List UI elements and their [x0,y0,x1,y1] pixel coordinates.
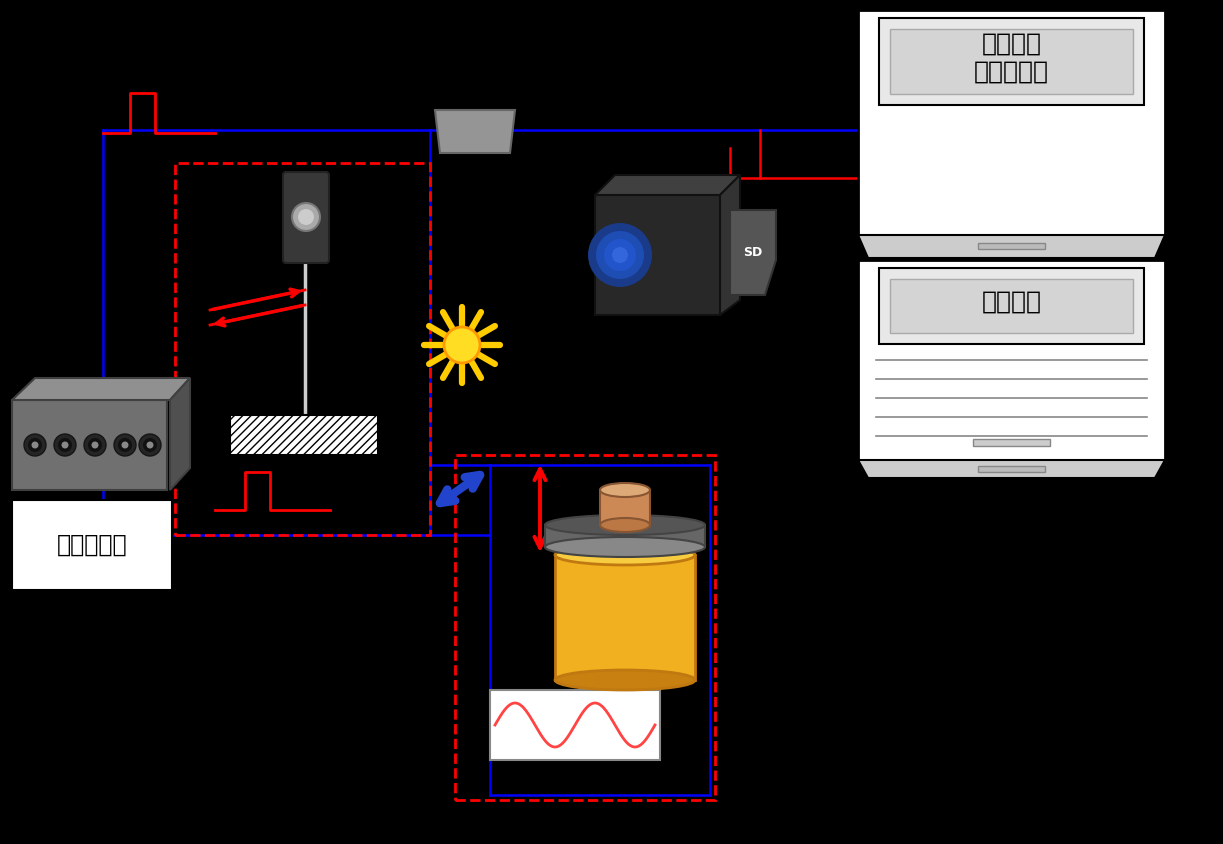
Circle shape [54,434,76,456]
Text: 信号発生器: 信号発生器 [56,533,127,557]
Circle shape [139,434,161,456]
Circle shape [604,239,636,271]
Polygon shape [859,460,1166,478]
Circle shape [147,441,154,448]
Circle shape [57,438,72,452]
Circle shape [121,441,128,448]
Circle shape [24,434,46,456]
Circle shape [88,438,102,452]
Bar [545,525,704,547]
Ellipse shape [600,518,649,532]
Bar [879,18,1144,105]
Circle shape [298,209,314,225]
Ellipse shape [555,545,695,565]
Circle shape [596,231,645,279]
Ellipse shape [545,515,704,535]
Polygon shape [720,175,740,315]
Circle shape [32,441,38,448]
Bar [890,29,1132,94]
Circle shape [612,247,627,263]
Bar [175,163,430,535]
Bar [859,260,1166,460]
Circle shape [117,438,132,452]
Bar [978,243,1044,249]
Polygon shape [596,175,740,195]
Bar [879,268,1144,344]
Bar [600,490,649,525]
Bar [455,455,715,800]
Circle shape [588,223,652,287]
Polygon shape [859,235,1166,258]
Polygon shape [170,378,190,490]
Circle shape [444,327,479,363]
FancyBboxPatch shape [283,172,329,263]
Circle shape [114,434,136,456]
Polygon shape [12,378,190,400]
Ellipse shape [545,537,704,557]
Bar [287,415,322,430]
Bar [555,555,695,680]
Bar [12,500,172,590]
Bar [230,415,378,455]
Bar [596,195,720,315]
Circle shape [84,434,106,456]
Bar [890,279,1132,333]
Text: 画像処理: 画像処理 [982,290,1042,314]
Ellipse shape [600,483,649,497]
Polygon shape [435,110,515,153]
Bar [12,400,168,490]
Bar [974,439,1049,446]
Polygon shape [730,210,777,295]
Ellipse shape [555,670,695,690]
Bar [490,690,660,760]
Bar [859,10,1166,235]
Bar [978,466,1044,472]
Circle shape [143,438,157,452]
Circle shape [61,441,68,448]
Circle shape [28,438,42,452]
Circle shape [292,203,320,231]
Text: SD: SD [744,246,763,258]
Text: 信号処理
プログラム: 信号処理 プログラム [974,31,1049,84]
Circle shape [92,441,99,448]
